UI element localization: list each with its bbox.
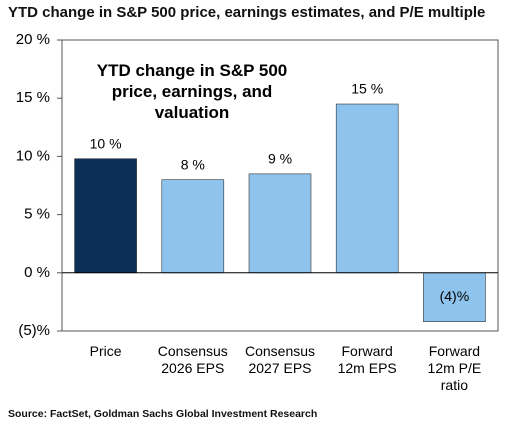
annotation: YTD change in S&P 500 price, earnings, a… (96, 61, 288, 122)
x-tick-label: Consensus 2027 EPS (244, 343, 316, 376)
bar (161, 179, 225, 274)
source: Source: FactSet, Goldman Sachs Global In… (8, 408, 318, 420)
value-label: 8 % (181, 156, 205, 172)
value-label: (4)% (440, 288, 470, 304)
x-tick-label: Forward 12m P/E ratio (427, 343, 482, 393)
y-tick-label: 20 % (16, 31, 50, 48)
value-label: 15 % (351, 81, 383, 97)
y-tick-label: 15 % (16, 89, 50, 106)
plot-frame (61, 39, 499, 332)
x-tick-label: Price (89, 343, 122, 359)
x-tick-label: Forward 12m EPS (337, 343, 397, 376)
y-tick-label: (5)% (18, 322, 50, 339)
bar (248, 173, 312, 274)
y-tick-label: 10 % (16, 147, 50, 164)
chart-title: YTD change in S&P 500 price, earnings es… (8, 4, 486, 21)
value-label: 10 % (90, 135, 122, 151)
y-tick-label: 0 % (24, 264, 50, 281)
y-tick-label: 5 % (24, 206, 50, 223)
value-label: 9 % (268, 151, 292, 167)
x-tick-label: Consensus 2026 EPS (157, 343, 228, 376)
bar (74, 158, 137, 274)
bar (423, 272, 486, 322)
bar (335, 103, 399, 274)
